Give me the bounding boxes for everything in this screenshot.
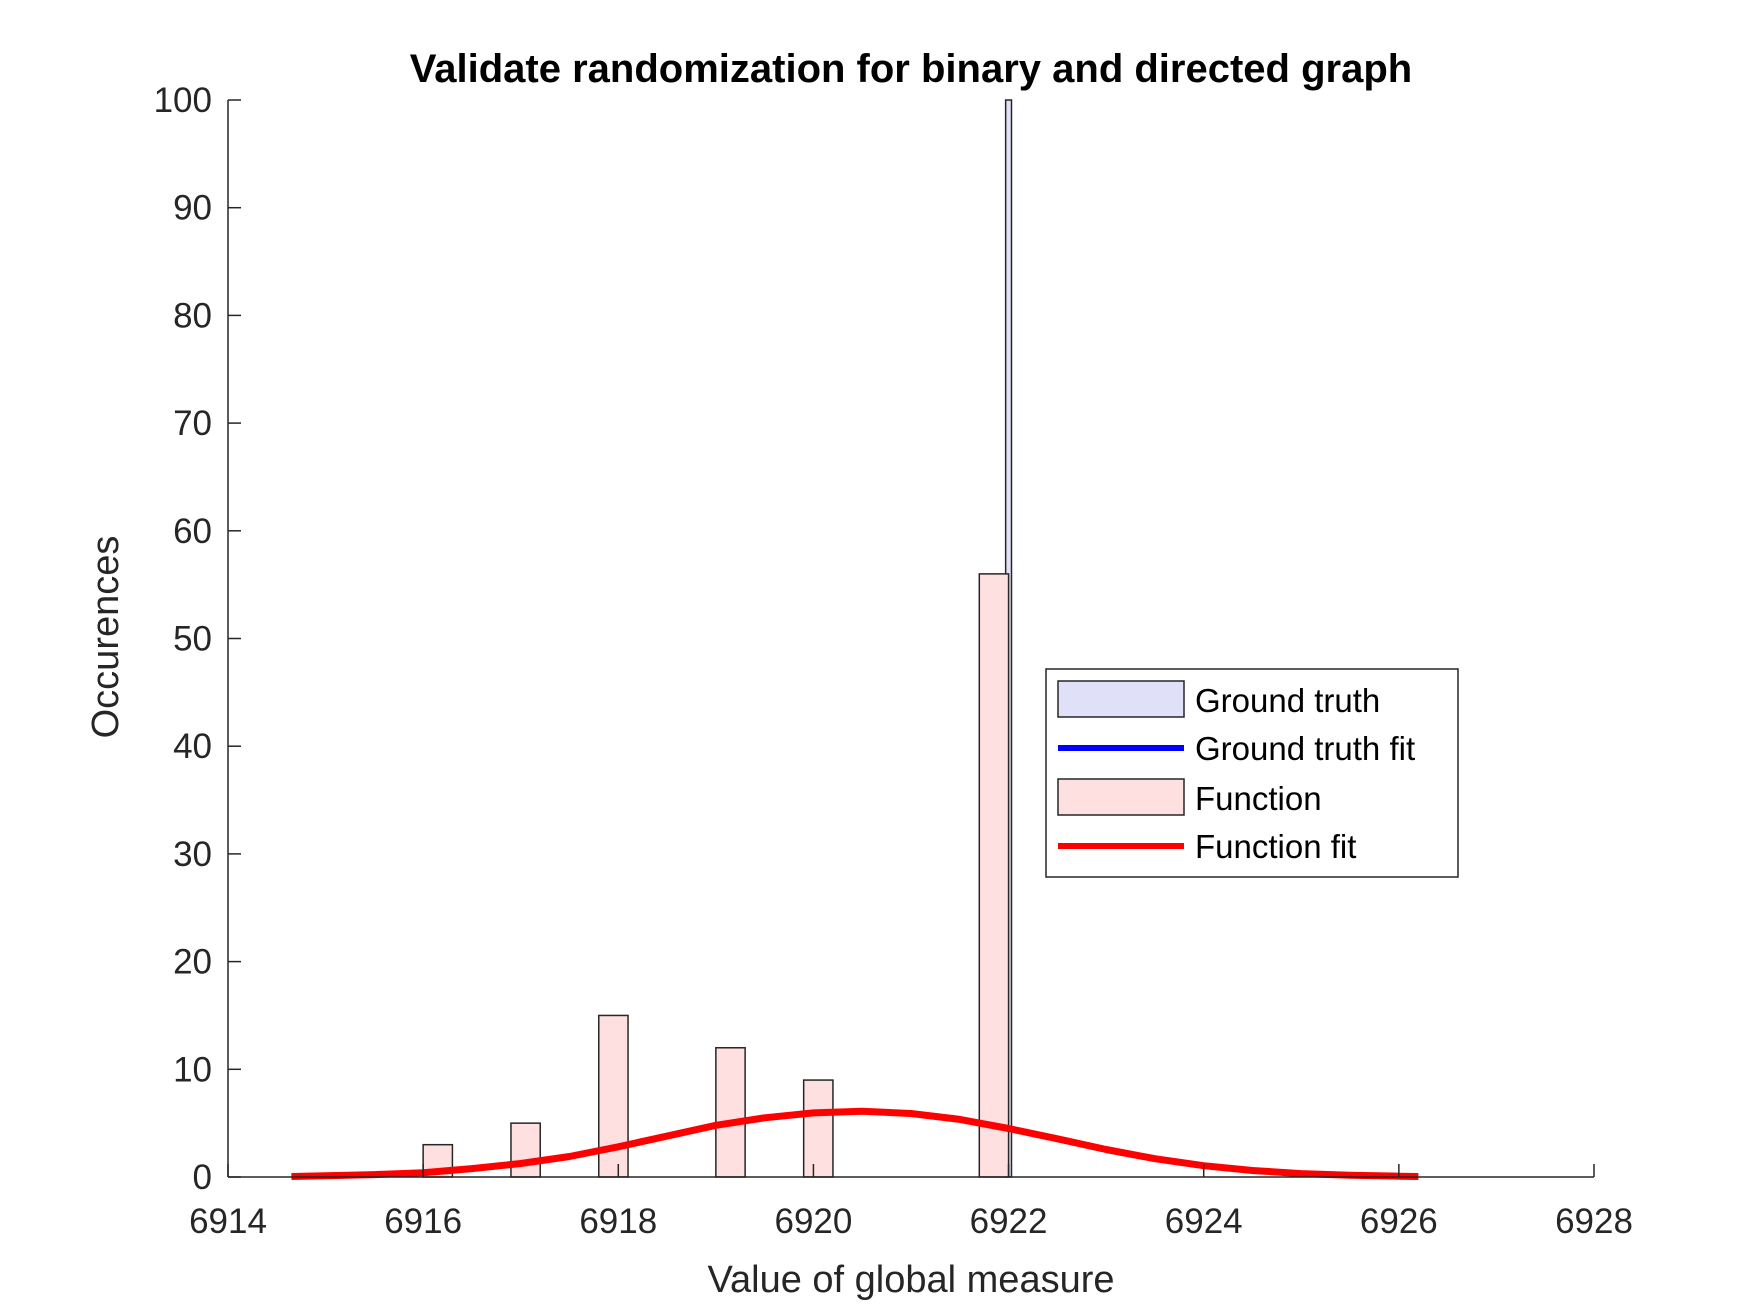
x-tick-label-7: 6928 — [1555, 1202, 1633, 1241]
x-tick-label-3: 6920 — [774, 1202, 852, 1241]
bar-function-3 — [715, 1047, 746, 1178]
bar-function-1 — [510, 1122, 541, 1178]
legend-label-function-fit: Function fit — [1195, 828, 1356, 865]
line-function-fit — [291, 1107, 1419, 1180]
y-tick-label-1: 10 — [173, 1050, 212, 1089]
y-tick-label-7: 70 — [173, 404, 212, 443]
legend: Ground truth Ground truth fit Function F… — [1045, 668, 1459, 878]
legend-item-ground-truth: Ground truth — [1057, 680, 1380, 719]
legend-item-function-fit: Function fit — [1058, 828, 1356, 865]
bar-function-5 — [978, 573, 1010, 1178]
x-tick-label-2: 6918 — [579, 1202, 657, 1241]
fit-lines-layer — [291, 1107, 1419, 1180]
x-tick-label-0: 6914 — [189, 1202, 267, 1241]
x-tick-label-1: 6916 — [384, 1202, 462, 1241]
bar-function-4 — [802, 1079, 834, 1178]
y-tick-label-0: 0 — [193, 1158, 212, 1197]
y-tick-label-9: 90 — [173, 189, 212, 228]
legend-label-ground-truth: Ground truth — [1195, 682, 1380, 719]
x-tick-label-6: 6926 — [1360, 1202, 1438, 1241]
y-tick-label-5: 50 — [173, 620, 212, 659]
y-tick-label-8: 80 — [173, 296, 212, 335]
legend-swatch-function — [1057, 778, 1185, 816]
y-tick-label-2: 20 — [173, 943, 212, 982]
y-axis-label: Occurences — [85, 536, 127, 739]
chart-title: Validate randomization for binary and di… — [410, 47, 1412, 91]
y-tick-label-10: 100 — [154, 81, 212, 120]
legend-label-ground-truth-fit: Ground truth fit — [1195, 730, 1415, 767]
legend-label-function: Function — [1195, 780, 1322, 817]
y-tick-label-3: 30 — [173, 835, 212, 874]
x-tick-label-4: 6922 — [970, 1202, 1048, 1241]
x-axis-label: Value of global measure — [708, 1259, 1115, 1301]
legend-swatch-ground-truth — [1057, 680, 1185, 718]
legend-item-ground-truth-fit: Ground truth fit — [1058, 730, 1415, 767]
axes: 6914 6916 6918 6920 6922 6924 6926 6928 0 10 20 30 4… — [154, 81, 1633, 1241]
x-tick-label-5: 6924 — [1165, 1202, 1243, 1241]
y-tick-label-4: 40 — [173, 727, 212, 766]
y-tick-label-6: 60 — [173, 512, 212, 551]
legend-item-function: Function — [1057, 778, 1322, 817]
